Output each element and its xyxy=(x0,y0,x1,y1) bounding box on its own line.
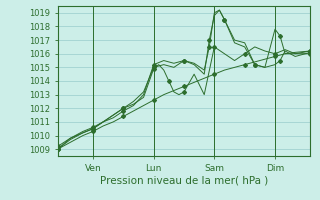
X-axis label: Pression niveau de la mer( hPa ): Pression niveau de la mer( hPa ) xyxy=(100,175,268,185)
